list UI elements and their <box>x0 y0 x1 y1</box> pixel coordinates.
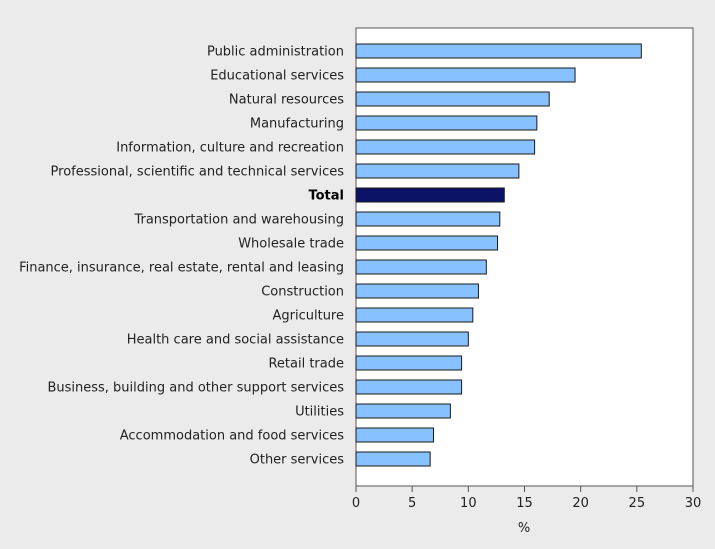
bar-natural-resources <box>355 91 550 107</box>
x-tick-label-15: 15 <box>516 496 533 511</box>
bar-wholesale-trade <box>355 235 499 251</box>
category-label-total: Total <box>308 189 344 204</box>
category-label-finance-insurance-real-estate-rental-and-leasing: Finance, insurance, real estate, rental … <box>19 261 344 276</box>
bar-accommodation-and-food-services <box>355 427 435 443</box>
bar-utilities <box>355 403 451 419</box>
bar-public-administration <box>355 43 642 59</box>
bar-total <box>355 187 505 203</box>
x-tick-label-10: 10 <box>460 496 477 511</box>
x-tick-label-30: 30 <box>685 496 702 511</box>
category-label-construction: Construction <box>261 285 344 300</box>
bar-health-care-and-social-assistance <box>355 331 469 347</box>
bar-information-culture-and-recreation <box>355 139 536 155</box>
category-label-public-administration: Public administration <box>207 45 344 60</box>
bar-agriculture <box>355 307 474 323</box>
category-label-business-building-and-other-support-services: Business, building and other support ser… <box>47 381 344 396</box>
category-label-other-services: Other services <box>250 453 345 468</box>
x-axis-title: % <box>518 521 530 536</box>
category-label-retail-trade: Retail trade <box>268 357 344 372</box>
category-label-information-culture-and-recreation: Information, culture and recreation <box>116 141 344 156</box>
category-label-manufacturing: Manufacturing <box>250 117 344 132</box>
x-tick-label-0: 0 <box>352 496 360 511</box>
x-axis-ticks: 0 5 10 15 20 25 30 <box>352 486 701 511</box>
bar-other-services <box>355 451 431 467</box>
category-label-wholesale-trade: Wholesale trade <box>238 237 344 252</box>
category-label-health-care-and-social-assistance: Health care and social assistance <box>127 333 344 348</box>
bars-group <box>355 43 642 467</box>
bar-educational-services <box>355 67 576 83</box>
x-tick-label-5: 5 <box>408 496 416 511</box>
category-label-transportation-and-warehousing: Transportation and warehousing <box>133 213 344 228</box>
bar-retail-trade <box>355 355 463 371</box>
category-label-professional-scientific-and-technical-services: Professional, scientific and technical s… <box>51 165 345 180</box>
x-tick-label-25: 25 <box>629 496 646 511</box>
category-label-accommodation-and-food-services: Accommodation and food services <box>120 429 344 444</box>
category-label-natural-resources: Natural resources <box>229 93 344 108</box>
bar-manufacturing <box>355 115 538 131</box>
bar-professional-scientific-and-technical-services <box>355 163 520 179</box>
category-label-educational-services: Educational services <box>210 69 344 84</box>
bar-business-building-and-other-support-services <box>355 379 463 395</box>
bar-transportation-and-warehousing <box>355 211 501 227</box>
category-label-utilities: Utilities <box>295 405 344 420</box>
category-label-agriculture: Agriculture <box>273 309 345 324</box>
category-labels: Public administration Educational service… <box>19 45 344 468</box>
bar-finance-insurance-real-estate-rental-and-leasing <box>355 259 487 275</box>
bar-construction <box>355 283 479 299</box>
x-tick-label-20: 20 <box>572 496 589 511</box>
